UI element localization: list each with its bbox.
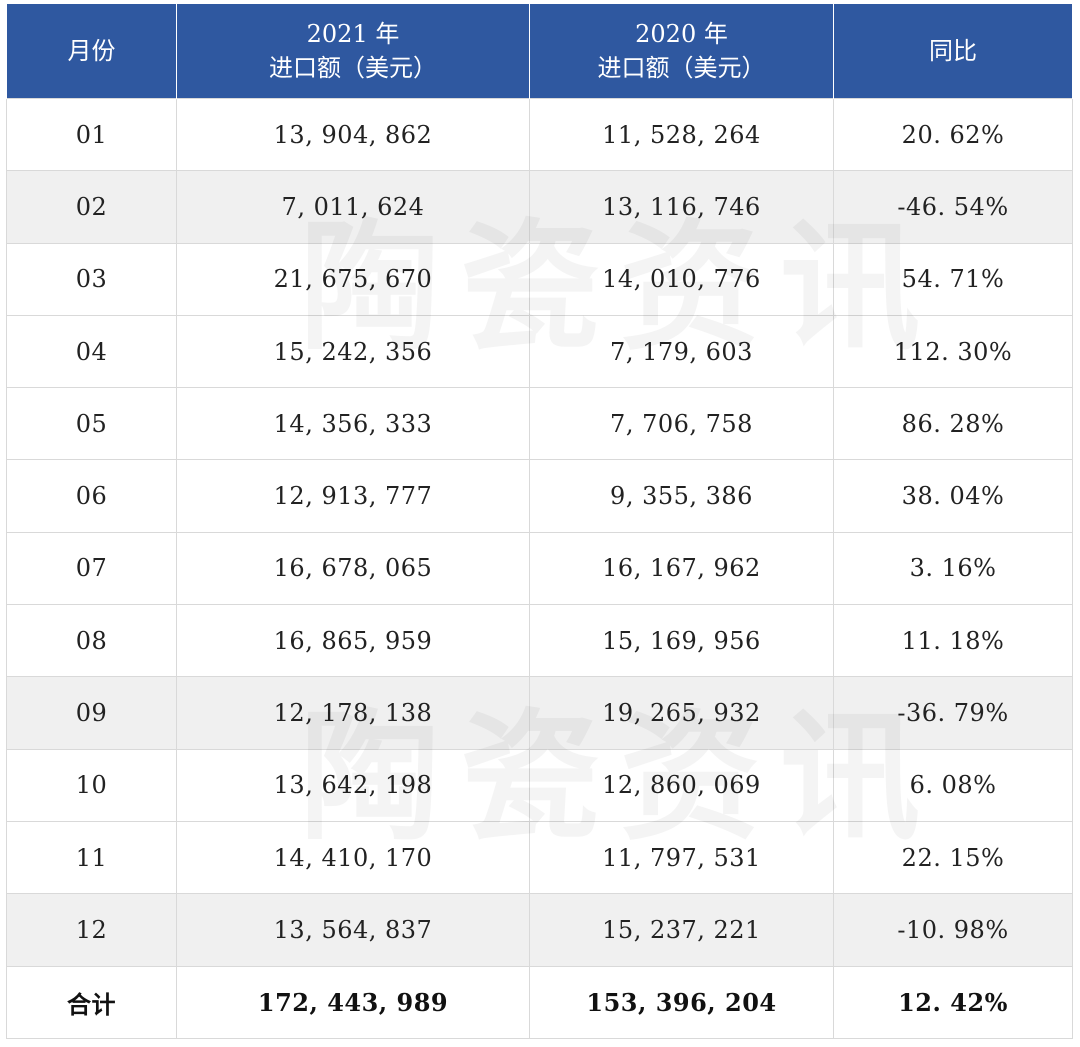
cell-2021-import: 14, 356, 333 [176,387,530,461]
cell-yoy: 86. 28% [833,387,1073,461]
header-2021-unit: 进口额（美元） [269,54,437,82]
header-2020-import: 2020 年 进口额（美元） [529,4,834,99]
cell-month: 03 [6,242,177,316]
cell-yoy: -10. 98% [833,893,1073,967]
cell-2021-import: 12, 178, 138 [176,676,530,750]
cell-yoy: 38. 04% [833,459,1073,533]
cell-2021-import: 7, 011, 624 [176,170,530,244]
cell-2021-import: 13, 904, 862 [176,97,530,172]
cell-month: 10 [6,748,177,822]
cell-yoy: -36. 79% [833,676,1073,750]
header-2021-year: 2021 年 [306,20,400,48]
header-yoy-label: 同比 [929,37,977,65]
import-table-container: 月份 2021 年 进口额（美元） 2020 年 进口额（美元） 同比 01 1… [6,4,1073,1040]
cell-yoy: 20. 62% [833,97,1073,172]
cell-month: 11 [6,820,177,895]
cell-month: 07 [6,531,177,606]
cell-yoy: -46. 54% [833,170,1073,244]
cell-2020-import: 15, 237, 221 [529,893,834,967]
table-row: 08 16, 865, 959 15, 169, 956 11. 18% [6,604,1073,678]
cell-2021-import: 12, 913, 777 [176,459,530,533]
cell-month: 12 [6,893,177,967]
cell-2021-import: 14, 410, 170 [176,820,530,895]
header-yoy: 同比 [833,4,1073,99]
cell-2020-import: 11, 797, 531 [529,820,834,895]
cell-2020-import: 11, 528, 264 [529,97,834,172]
header-month-label: 月份 [67,37,116,65]
cell-2020-import: 12, 860, 069 [529,748,834,822]
table-body: 01 13, 904, 862 11, 528, 264 20. 62% 02 … [6,97,1073,1039]
cell-month: 08 [6,604,177,678]
cell-2021-import: 15, 242, 356 [176,314,530,389]
cell-2020-import: 16, 167, 962 [529,531,834,606]
cell-month: 05 [6,387,177,461]
cell-month: 02 [6,170,177,244]
cell-month: 06 [6,459,177,533]
table-row: 05 14, 356, 333 7, 706, 758 86. 28% [6,387,1073,461]
cell-yoy: 22. 15% [833,820,1073,895]
total-2021-import: 172, 443, 989 [176,965,530,1039]
table-row: 03 21, 675, 670 14, 010, 776 54. 71% [6,242,1073,316]
cell-yoy: 112. 30% [833,314,1073,389]
cell-2020-import: 19, 265, 932 [529,676,834,750]
total-yoy: 12. 42% [833,965,1073,1039]
header-row: 月份 2021 年 进口额（美元） 2020 年 进口额（美元） 同比 [6,4,1073,99]
cell-2021-import: 13, 642, 198 [176,748,530,822]
cell-2020-import: 7, 706, 758 [529,387,834,461]
cell-month: 01 [6,97,177,172]
table-header: 月份 2021 年 进口额（美元） 2020 年 进口额（美元） 同比 [6,4,1073,99]
cell-2020-import: 9, 355, 386 [529,459,834,533]
cell-yoy: 54. 71% [833,242,1073,316]
total-row: 合计 172, 443, 989 153, 396, 204 12. 42% [6,965,1073,1039]
table-row: 06 12, 913, 777 9, 355, 386 38. 04% [6,459,1073,533]
total-2020-import: 153, 396, 204 [529,965,834,1039]
header-2020-year: 2020 年 [635,20,728,48]
table-row: 10 13, 642, 198 12, 860, 069 6. 08% [6,748,1073,822]
table-row: 09 12, 178, 138 19, 265, 932 -36. 79% [6,676,1073,750]
import-table: 月份 2021 年 进口额（美元） 2020 年 进口额（美元） 同比 01 1… [6,4,1073,1039]
cell-yoy: 3. 16% [833,531,1073,606]
cell-month: 09 [6,676,177,750]
cell-2021-import: 21, 675, 670 [176,242,530,316]
table-row: 11 14, 410, 170 11, 797, 531 22. 15% [6,820,1073,895]
cell-2020-import: 13, 116, 746 [529,170,834,244]
cell-2021-import: 16, 678, 065 [176,531,530,606]
cell-2020-import: 15, 169, 956 [529,604,834,678]
header-month: 月份 [6,4,177,99]
cell-yoy: 6. 08% [833,748,1073,822]
header-2021-import: 2021 年 进口额（美元） [176,4,530,99]
header-2020-unit: 进口额（美元） [597,54,766,82]
cell-yoy: 11. 18% [833,604,1073,678]
cell-2021-import: 13, 564, 837 [176,893,530,967]
table-row: 01 13, 904, 862 11, 528, 264 20. 62% [6,97,1073,172]
cell-month: 04 [6,314,177,389]
total-label: 合计 [6,965,177,1039]
cell-2020-import: 14, 010, 776 [529,242,834,316]
table-row: 07 16, 678, 065 16, 167, 962 3. 16% [6,531,1073,606]
table-row: 02 7, 011, 624 13, 116, 746 -46. 54% [6,170,1073,244]
cell-2020-import: 7, 179, 603 [529,314,834,389]
cell-2021-import: 16, 865, 959 [176,604,530,678]
table-row: 04 15, 242, 356 7, 179, 603 112. 30% [6,314,1073,389]
table-row: 12 13, 564, 837 15, 237, 221 -10. 98% [6,893,1073,967]
